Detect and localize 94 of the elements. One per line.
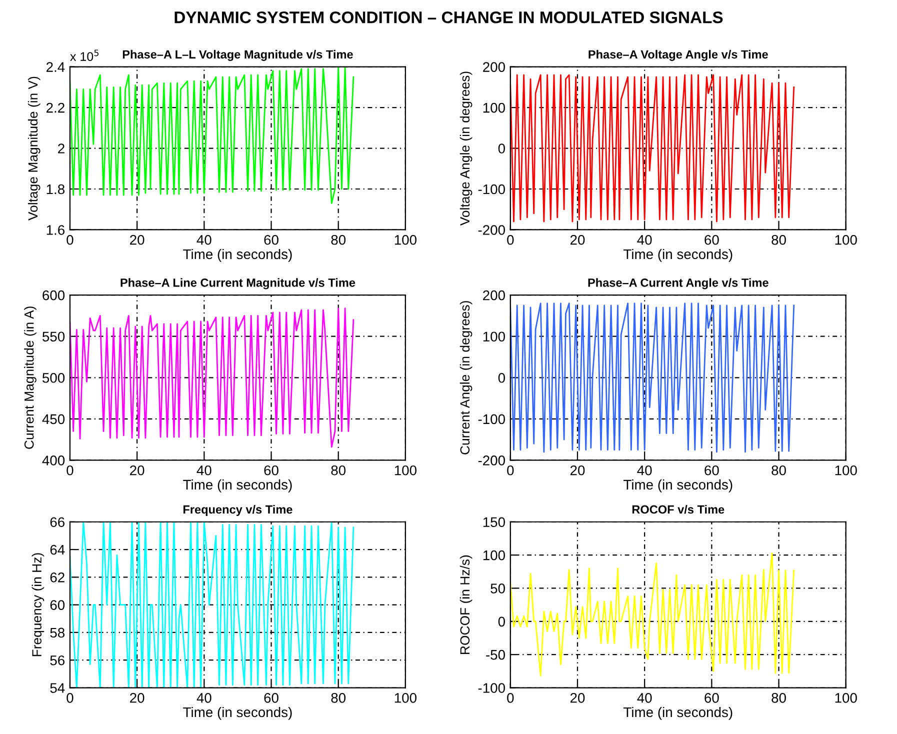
chart-title: Phase–A L–L Voltage Magnitude v/s Time <box>122 50 353 61</box>
x-tick-label: 0 <box>507 465 514 476</box>
y-tick-label: 450 <box>42 414 65 424</box>
chart-title: Phase–A Current Angle v/s Time <box>588 278 768 290</box>
x-tick-label: 100 <box>835 692 857 703</box>
y-tick-label: 64 <box>50 544 65 555</box>
y-axis-title: Voltage Angle (in degrees) <box>460 72 472 226</box>
x-tick-label: 0 <box>66 234 74 245</box>
x-tick-label: 100 <box>835 465 857 476</box>
chart-title: Phase–A Line Current Magnitude v/s Time <box>120 278 356 290</box>
x-tick-label: 0 <box>66 692 74 703</box>
y-tick-label: 56 <box>50 655 64 666</box>
line-series <box>510 552 795 677</box>
x-axis-title: Time (in seconds) <box>183 248 292 262</box>
y-axis-title: Frequency (in Hz) <box>32 553 44 656</box>
text: DYNAMIC SYSTEM CONDITION – CHANGE IN MODULATED SIGNALS <box>174 11 723 24</box>
x-tick-label: 0 <box>507 692 514 703</box>
x-tick-label: 100 <box>835 234 857 245</box>
y-tick-label: 0 <box>498 616 505 627</box>
x-axis-title: Time (in seconds) <box>624 479 732 492</box>
chart-title: Frequency v/s Time <box>183 504 292 516</box>
chart-title: ROCOF v/s Time <box>632 504 724 514</box>
x-tick-label: 60 <box>264 234 278 245</box>
y-axis-title: Current Angle (in degrees) <box>460 301 472 454</box>
x-tick-label: 0 <box>507 234 514 245</box>
x-tick-label: 40 <box>637 465 652 476</box>
y-tick-label: 100 <box>483 332 505 342</box>
x-axis-title: Time (in seconds) <box>183 479 292 492</box>
y-tick-label: -100 <box>478 414 505 424</box>
y-tick-label: 400 <box>42 456 65 466</box>
x-tick-label: 0 <box>66 465 74 476</box>
x-tick-label: 80 <box>772 465 786 476</box>
y-tick-label: 0 <box>498 144 505 154</box>
x-tick-label: 20 <box>570 234 585 245</box>
y-axis-title: Current Magnitude (in A) <box>24 306 36 449</box>
x-tick-label: 20 <box>130 465 144 476</box>
y-tick-label: -100 <box>478 184 505 194</box>
x-tick-label: 40 <box>637 234 652 245</box>
x-tick-label: 80 <box>331 234 346 245</box>
y-tick-label: 1.6 <box>46 225 64 235</box>
x-tick-label: 40 <box>196 692 212 703</box>
y-tick-label: 54 <box>50 683 65 693</box>
x-tick-label: 100 <box>394 234 416 245</box>
y-tick-label: 150 <box>483 517 505 528</box>
chart-title: Phase–A Voltage Angle v/s Time <box>588 50 768 61</box>
x-axis-title: Time (in seconds) <box>624 706 732 720</box>
line-series <box>510 302 795 453</box>
x-tick-label: 20 <box>130 234 144 245</box>
y-tick-label: 100 <box>483 102 505 113</box>
text: x 10$^{5}$ <box>70 50 99 61</box>
x-tick-label: 20 <box>570 465 585 476</box>
y-axis-title: ROCOF (in Hz/s) <box>460 555 472 654</box>
x-tick-label: 60 <box>264 692 278 703</box>
y-tick-label: 2.2 <box>46 102 64 113</box>
x-tick-label: 40 <box>196 465 212 476</box>
x-tick-label: 80 <box>331 692 346 703</box>
y-tick-label: 62 <box>50 572 64 582</box>
x-tick-label: 80 <box>772 234 786 245</box>
x-tick-label: 40 <box>637 692 652 703</box>
y-tick-label: 600 <box>42 290 65 300</box>
x-tick-label: 80 <box>331 465 346 476</box>
y-axis-title: Voltage Magnitude (in V) <box>28 76 40 220</box>
y-tick-label: 0 <box>498 372 505 383</box>
x-tick-label: 60 <box>704 234 719 245</box>
x-tick-label: 60 <box>264 465 278 476</box>
y-tick-label: -100 <box>478 683 505 693</box>
line-series <box>70 66 354 204</box>
x-tick-label: 40 <box>196 234 212 245</box>
x-tick-label: 100 <box>394 692 416 703</box>
y-tick-label: 200 <box>483 290 505 300</box>
x-tick-label: 20 <box>130 692 144 703</box>
y-tick-label: -200 <box>478 456 505 466</box>
y-tick-label: 550 <box>42 332 65 342</box>
y-tick-label: 50 <box>490 584 505 594</box>
line-series <box>510 74 795 222</box>
x-tick-label: 60 <box>704 465 719 476</box>
y-tick-label: 2 <box>58 144 64 154</box>
y-tick-label: 1.8 <box>46 184 65 194</box>
x-tick-label: 20 <box>570 692 585 703</box>
x-tick-label: 100 <box>394 465 416 476</box>
x-axis-title: Time (in seconds) <box>183 706 292 720</box>
line-series <box>70 308 354 448</box>
y-tick-label: 200 <box>483 62 505 72</box>
y-tick-label: -200 <box>478 225 505 235</box>
x-tick-label: 60 <box>704 692 719 703</box>
y-tick-label: 66 <box>50 517 64 528</box>
y-tick-label: 2.4 <box>46 62 65 72</box>
y-tick-label: -50 <box>486 650 505 660</box>
y-tick-label: 60 <box>50 600 65 610</box>
x-axis-title: Time (in seconds) <box>624 248 732 262</box>
y-tick-label: 100 <box>483 550 505 560</box>
y-tick-label: 58 <box>50 628 64 638</box>
y-tick-label: 500 <box>42 372 65 383</box>
x-tick-label: 80 <box>772 692 786 703</box>
